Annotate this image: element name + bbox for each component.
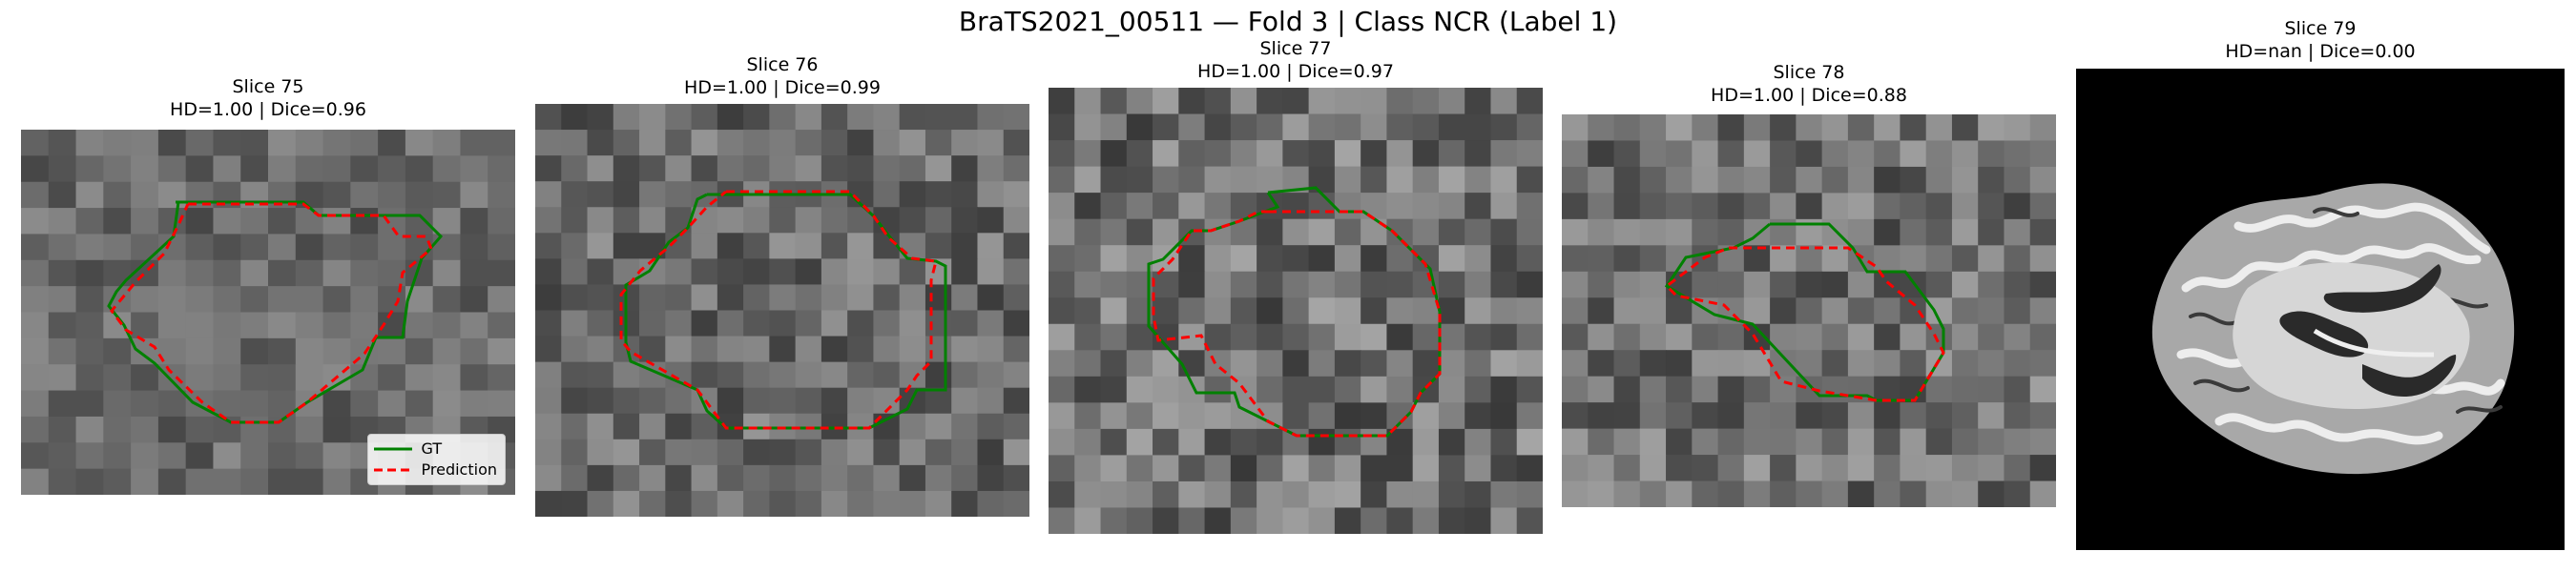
panel-slice-79: Slice 79 HD=nan | Dice=0.00 [2076, 18, 2565, 552]
brain-image [2076, 69, 2565, 550]
prediction-line-swatch [373, 468, 412, 472]
panel-slice-75: Slice 75 HD=1.00 | Dice=0.96 GT Predicti… [21, 76, 515, 496]
panel-metrics: HD=1.00 | Dice=0.97 [1197, 61, 1394, 82]
panel-slice-76: Slice 76 HD=1.00 | Dice=0.99 [535, 54, 1029, 521]
prediction-contour [1152, 210, 1442, 438]
panel-title: Slice 77 [1259, 38, 1332, 59]
panel-metrics: HD=1.00 | Dice=0.96 [170, 99, 366, 120]
panel-metrics: HD=nan | Dice=0.00 [2225, 41, 2416, 62]
slice-76-plot [535, 104, 1029, 517]
mri-crop-image [1562, 114, 2056, 507]
mri-crop-image [535, 104, 1029, 517]
gt-contour [107, 200, 444, 424]
panel-title: Slice 78 [1773, 62, 1845, 83]
slice-79-plot [2076, 69, 2565, 550]
legend-entry-gt: GT [373, 439, 497, 460]
prediction-contour [110, 202, 433, 424]
gt-contour [1664, 222, 1945, 402]
mri-crop-image: GT Prediction [21, 130, 515, 495]
legend-entry-prediction: Prediction [373, 460, 497, 480]
mri-crop-image [1049, 88, 1543, 534]
slice-77-plot [1049, 88, 1543, 534]
gt-line-swatch [373, 447, 412, 451]
prediction-contour [1664, 246, 1945, 402]
panel-title: Slice 79 [2284, 18, 2357, 39]
legend-label-gt: GT [421, 439, 443, 458]
panel-slice-77: Slice 77 HD=1.00 | Dice=0.97 [1049, 38, 1543, 534]
panel-metrics: HD=1.00 | Dice=0.88 [1711, 85, 1907, 106]
figure-title: BraTS2021_00511 — Fold 3 | Class NCR (La… [958, 6, 1618, 37]
slice-78-plot [1562, 114, 2056, 507]
legend: GT Prediction [366, 434, 506, 485]
panel-slice-78: Slice 78 HD=1.00 | Dice=0.88 [1562, 62, 2056, 520]
slice-75-plot [21, 130, 515, 495]
panel-title: Slice 75 [232, 76, 304, 97]
brain-slice [2151, 183, 2515, 475]
panel-title: Slice 76 [746, 54, 819, 75]
panel-metrics: HD=1.00 | Dice=0.99 [684, 77, 881, 98]
prediction-contour [619, 190, 938, 430]
legend-label-prediction: Prediction [421, 460, 497, 479]
